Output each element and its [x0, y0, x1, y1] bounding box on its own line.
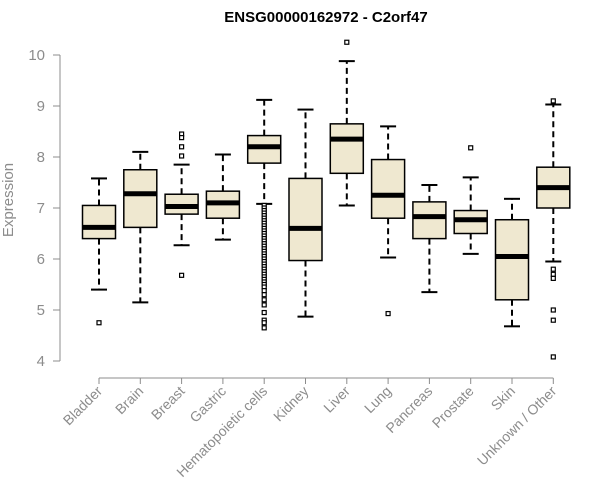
box-iqr — [412, 201, 447, 240]
box-iqr — [288, 177, 323, 262]
box-iqr — [494, 218, 530, 301]
box-hematopoietic-cells — [246, 98, 282, 331]
box-iqr — [329, 123, 365, 175]
box-brain — [123, 150, 158, 304]
outlier-point — [179, 272, 185, 278]
outlier-point — [261, 292, 267, 298]
y-tick-label: 4 — [37, 353, 45, 370]
box-prostate — [453, 145, 488, 255]
x-tick-label: Liver — [320, 383, 353, 416]
outlier-point — [550, 317, 556, 323]
x-tick-label: Breast — [148, 383, 188, 423]
box-skin — [494, 197, 530, 328]
y-tick-label: 6 — [37, 251, 45, 268]
outlier-point — [261, 325, 267, 331]
outlier-point — [344, 39, 350, 45]
y-axis: 4 5 6 7 8 9 10 — [28, 47, 61, 370]
outlier-point — [261, 309, 267, 316]
outlier-point — [261, 297, 267, 303]
outlier-point — [179, 153, 185, 159]
y-tick-label: 10 — [28, 47, 45, 64]
outlier-point — [550, 271, 556, 277]
outlier-point — [385, 310, 391, 317]
outlier-point — [550, 266, 556, 272]
x-tick-label: Lung — [361, 383, 394, 416]
box-iqr — [81, 204, 117, 240]
x-tick-label: Prostate — [429, 383, 477, 431]
box-lung — [370, 125, 406, 317]
outlier-point — [179, 144, 185, 150]
outlier-point — [179, 135, 185, 141]
outlier-point — [550, 275, 556, 281]
outlier-point — [468, 145, 474, 151]
outlier-point — [550, 354, 556, 360]
outlier-point — [261, 302, 267, 308]
y-tick-label: 8 — [37, 149, 45, 166]
x-tick-label: Skin — [488, 383, 519, 414]
x-tick-label: Brain — [112, 383, 146, 417]
box-iqr — [123, 169, 158, 229]
box-iqr — [246, 134, 282, 164]
box-iqr — [370, 158, 406, 219]
y-tick-label: 5 — [37, 302, 45, 319]
y-axis-label: Expression — [0, 163, 17, 237]
box-unknown-other — [536, 98, 571, 360]
box-liver — [329, 39, 365, 207]
outlier-point — [96, 320, 102, 326]
box-breast — [164, 131, 199, 278]
outlier-point — [261, 288, 267, 294]
x-tick-label: Bladder — [60, 383, 106, 429]
outlier-point — [550, 98, 556, 104]
box-series — [81, 39, 571, 360]
box-kidney — [288, 108, 323, 318]
box-gastric — [205, 153, 241, 241]
box-bladder — [81, 177, 117, 326]
outlier-point — [261, 320, 267, 326]
box-pancreas — [412, 184, 447, 294]
outlier-point — [550, 307, 556, 313]
y-tick-label: 7 — [37, 200, 45, 217]
chart-title: ENSG00000162972 - C2orf47 — [224, 9, 427, 26]
x-tick-label: Kidney — [270, 383, 312, 425]
y-tick-label: 9 — [37, 98, 45, 115]
